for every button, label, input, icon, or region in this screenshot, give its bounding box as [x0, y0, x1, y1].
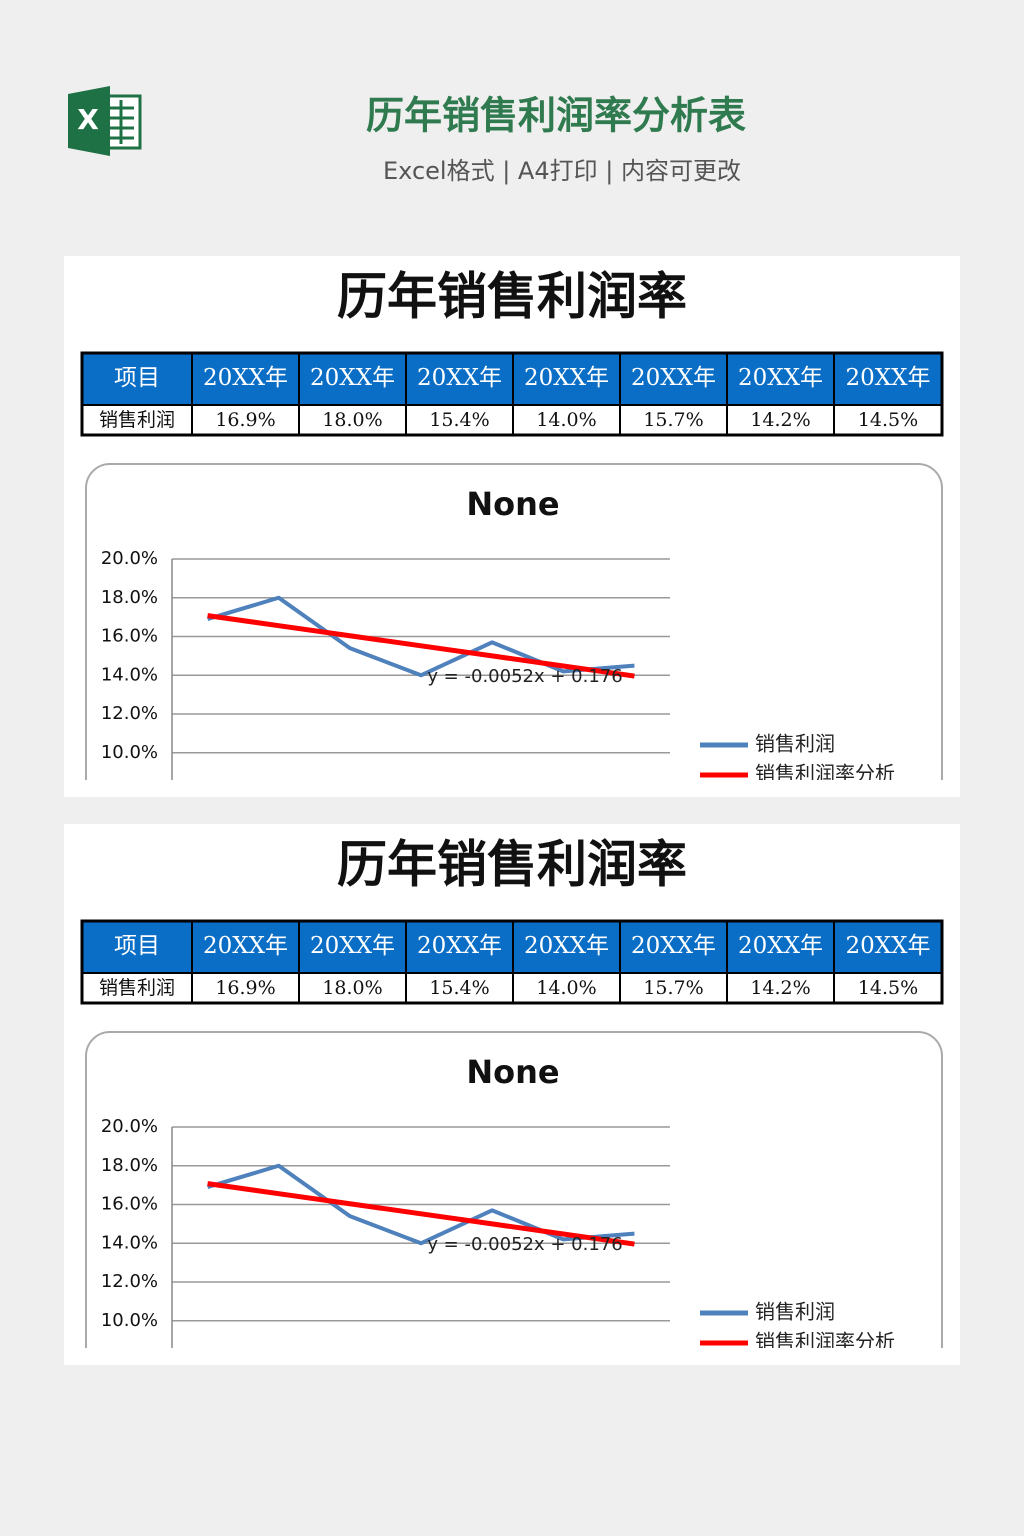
annotation: y = -0.0052x + 0.176 [427, 1234, 622, 1255]
table-header-cell: 20XX年 [524, 365, 609, 391]
table-header-cell: 20XX年 [631, 365, 716, 391]
y-tick-label: 20.0% [101, 548, 158, 569]
y-tick-label: 12.0% [101, 1271, 158, 1292]
table-header-cell: 20XX年 [417, 933, 502, 959]
chart: None 10.0% 12.0% 14.0% 16.0% 18.0% 20.0% y = -0… [85, 463, 943, 786]
series-line [207, 1181, 635, 1247]
table-header-cell: 20XX年 [203, 933, 288, 959]
y-tick-label: 14.0% [101, 1232, 158, 1253]
legend-label: 销售利润率分析 [755, 1330, 895, 1354]
chart: None 10.0% 12.0% 14.0% 16.0% 18.0% 20.0% y = -0… [85, 1031, 943, 1354]
table-outline [80, 351, 944, 437]
table-outline [80, 919, 944, 1005]
table-cell: 15.7% [643, 977, 703, 999]
table-header-cell: 项目 [114, 365, 160, 391]
y-tick-label: 16.0% [101, 1194, 158, 1215]
table-header-cell: 20XX年 [738, 933, 823, 959]
legend-label: 销售利润 [755, 1300, 835, 1324]
sheet-title: 历年销售利润率 [337, 836, 687, 894]
table-cell: 14.2% [750, 409, 810, 431]
table-header-cell: 20XX年 [417, 365, 502, 391]
table-header-cell: 20XX年 [310, 365, 395, 391]
sheet-title: 历年销售利润率 [337, 268, 687, 326]
table-header-cell: 20XX年 [845, 365, 930, 391]
chart-title: None [466, 1053, 559, 1091]
series-line [206, 595, 635, 678]
page-title: 历年销售利润率分析表 [366, 94, 746, 138]
table-header-cell: 项目 [114, 933, 160, 959]
y-tick-label: 10.0% [101, 1310, 158, 1331]
table-header-cell: 20XX年 [524, 933, 609, 959]
table-cell: 16.9% [215, 409, 275, 431]
legend-label: 销售利润 [755, 732, 835, 756]
table-header-cell: 20XX年 [738, 365, 823, 391]
y-tick-label: 18.0% [101, 1155, 158, 1176]
series-line [206, 1163, 635, 1246]
table-cell: 14.0% [536, 977, 596, 999]
table-cell: 14.5% [858, 977, 918, 999]
table-cell: 18.0% [322, 977, 382, 999]
table-header-cell: 20XX年 [845, 933, 930, 959]
y-tick-label: 10.0% [101, 742, 158, 763]
excel-icon: X [68, 86, 142, 156]
table-cell: 销售利润 [99, 977, 175, 999]
table-cell: 16.9% [215, 977, 275, 999]
table-cell: 14.5% [858, 409, 918, 431]
series-line [207, 613, 635, 679]
table-cell: 销售利润 [99, 409, 175, 431]
y-tick-label: 12.0% [101, 703, 158, 724]
y-tick-label: 16.0% [101, 626, 158, 647]
legend-label: 销售利润率分析 [755, 762, 895, 786]
svg-text:X: X [77, 103, 99, 136]
chart-frame [85, 463, 943, 780]
y-tick-label: 18.0% [101, 587, 158, 608]
table-cell: 18.0% [322, 409, 382, 431]
table-cell: 15.4% [429, 409, 489, 431]
annotation: y = -0.0052x + 0.176 [427, 666, 622, 687]
y-tick-label: 14.0% [101, 664, 158, 685]
y-tick-label: 20.0% [101, 1116, 158, 1137]
table-cell: 14.0% [536, 409, 596, 431]
table-cell: 15.4% [429, 977, 489, 999]
table-header-cell: 20XX年 [203, 365, 288, 391]
chart-frame [85, 1031, 943, 1348]
table-cell: 15.7% [643, 409, 703, 431]
table-cell: 14.2% [750, 977, 810, 999]
chart-title: None [466, 485, 559, 523]
page-subtitle: Excel格式 | A4打印 | 内容可更改 [383, 157, 741, 185]
table-header-cell: 20XX年 [310, 933, 395, 959]
table-header-cell: 20XX年 [631, 933, 716, 959]
